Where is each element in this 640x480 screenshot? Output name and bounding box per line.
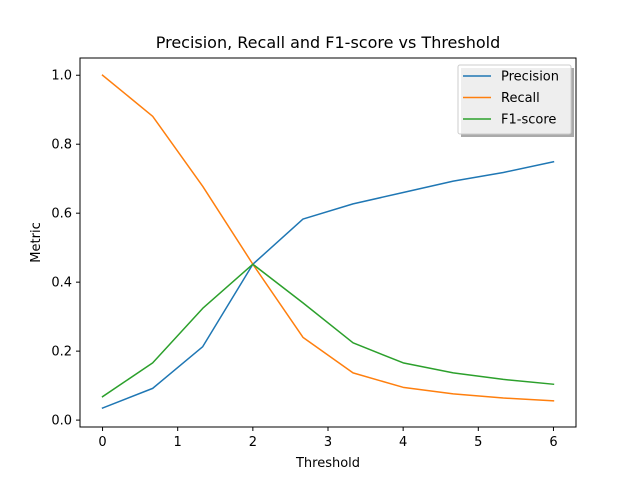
y-tick-label: 0.6 (51, 207, 72, 222)
legend-box (457, 64, 572, 135)
plot-frame (79, 57, 577, 428)
y-tick-label: 0.2 (51, 345, 72, 360)
legend-label-precision: Precision (501, 70, 559, 85)
x-axis-label: Threshold (295, 456, 360, 471)
y-axis-label: Metric (29, 222, 44, 262)
series-line-f1-score (101, 263, 555, 398)
x-tick-label: 4 (399, 435, 407, 450)
x-tick-label: 0 (98, 435, 106, 450)
plot-layer: 0 1 2 3 4 5 6 0.0 0.2 0.4 0.6 0.8 1.0 (51, 69, 557, 450)
chart-title: Precision, Recall and F1-score vs Thresh… (156, 33, 501, 52)
series-line-recall (101, 74, 555, 402)
x-tick-label: 1 (174, 435, 182, 450)
y-tick-label: 0.8 (51, 138, 72, 153)
series-line-precision (101, 160, 555, 410)
legend: Precision Recall F1-score (457, 64, 574, 137)
y-tick-label: 0.4 (51, 276, 72, 291)
x-tick-label: 3 (324, 435, 332, 450)
legend-label-f1-score: F1-score (501, 113, 556, 128)
x-tick-label: 5 (474, 435, 482, 450)
y-tick-label: 0.0 (51, 414, 72, 429)
x-tick-label: 6 (549, 435, 557, 450)
legend-label-recall: Recall (501, 91, 540, 106)
y-tick-label: 1.0 (51, 69, 72, 84)
x-tick-label: 2 (249, 435, 257, 450)
